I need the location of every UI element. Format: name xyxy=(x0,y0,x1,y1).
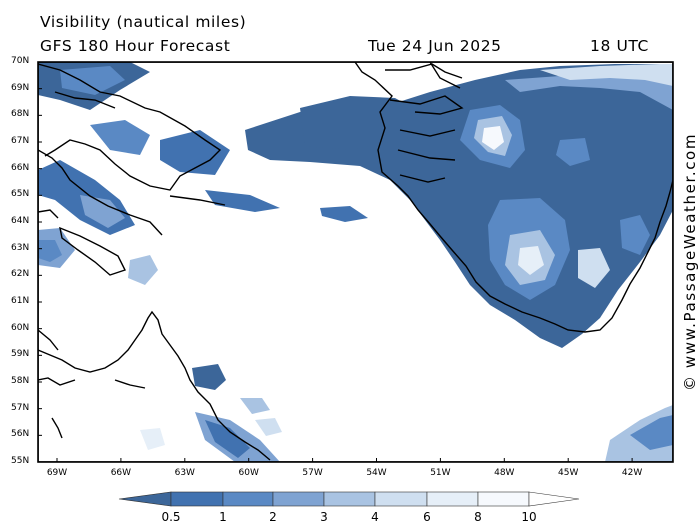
latitude-label: 62N xyxy=(11,269,30,280)
longitude-label: 69W xyxy=(46,468,68,478)
forecast-date: Tue 24 Jun 2025 xyxy=(368,37,502,55)
map-title: Visibility (nautical miles) xyxy=(40,13,247,31)
latitude-label: 64N xyxy=(11,216,30,226)
colorbar-label: 6 xyxy=(423,510,431,524)
latitude-label: 68N xyxy=(11,109,30,120)
colorbar-segment-0-5-1 xyxy=(170,491,224,507)
latitude-label: 67N xyxy=(11,136,30,146)
colorbar-segment-2-3 xyxy=(272,491,325,507)
low-vis-area-west xyxy=(300,96,420,150)
colorbar-label: 3 xyxy=(320,510,328,524)
latitude-label: 70N xyxy=(11,56,30,66)
latitude-label: 59N xyxy=(11,349,30,360)
colorbar-segment-4-6 xyxy=(374,491,428,507)
longitude-label: 42W xyxy=(621,468,643,478)
latitude-label: 61N xyxy=(11,296,30,306)
longitude-label: 63W xyxy=(174,468,195,478)
latitude-label: 57N xyxy=(11,402,30,413)
latitude-label: 69N xyxy=(11,82,30,93)
longitude-label: 57W xyxy=(302,468,323,478)
latitude-label: 60N xyxy=(11,322,30,333)
colorbar-label: 4 xyxy=(371,510,379,524)
latitude-label: 58N xyxy=(11,376,30,386)
credit-text: © www.PassageWeather.com xyxy=(681,132,699,392)
latitude-label: 65N xyxy=(11,189,30,200)
colorbar-segment-gt-10 xyxy=(528,491,580,507)
colorbar-segment-3-4 xyxy=(323,491,376,507)
forecast-model: GFS 180 Hour Forecast xyxy=(40,37,231,55)
latitude-label: 66N xyxy=(11,162,30,173)
latitude-label: 56N xyxy=(11,429,30,440)
longitude-label: 66W xyxy=(110,468,132,478)
latitude-label: 55N xyxy=(11,456,30,466)
colorbar-label: 8 xyxy=(474,510,482,524)
low-vis-area-labrador xyxy=(192,364,226,390)
colorbar-label: 10 xyxy=(521,510,537,524)
longitude-label: 48W xyxy=(494,468,515,478)
colorbar-label: 2 xyxy=(269,510,277,524)
latitude-label: 63N xyxy=(11,242,30,253)
coastlines xyxy=(38,62,673,461)
colorbar-segment-8-10 xyxy=(477,491,530,507)
longitude-label: 51W xyxy=(430,468,451,478)
colorbar-segment-lt-0-5 xyxy=(118,491,172,507)
longitude-label: 60W xyxy=(238,468,259,478)
forecast-time: 18 UTC xyxy=(590,37,649,55)
colorbar-segment-1-2 xyxy=(222,491,274,507)
colorbar-label: 0.5 xyxy=(161,510,181,524)
longitude-label: 54W xyxy=(366,468,387,478)
longitude-label: 45W xyxy=(558,468,579,478)
colorbar-label: 1 xyxy=(219,510,227,524)
colorbar xyxy=(118,491,580,507)
colorbar-segment-6-8 xyxy=(426,491,479,507)
